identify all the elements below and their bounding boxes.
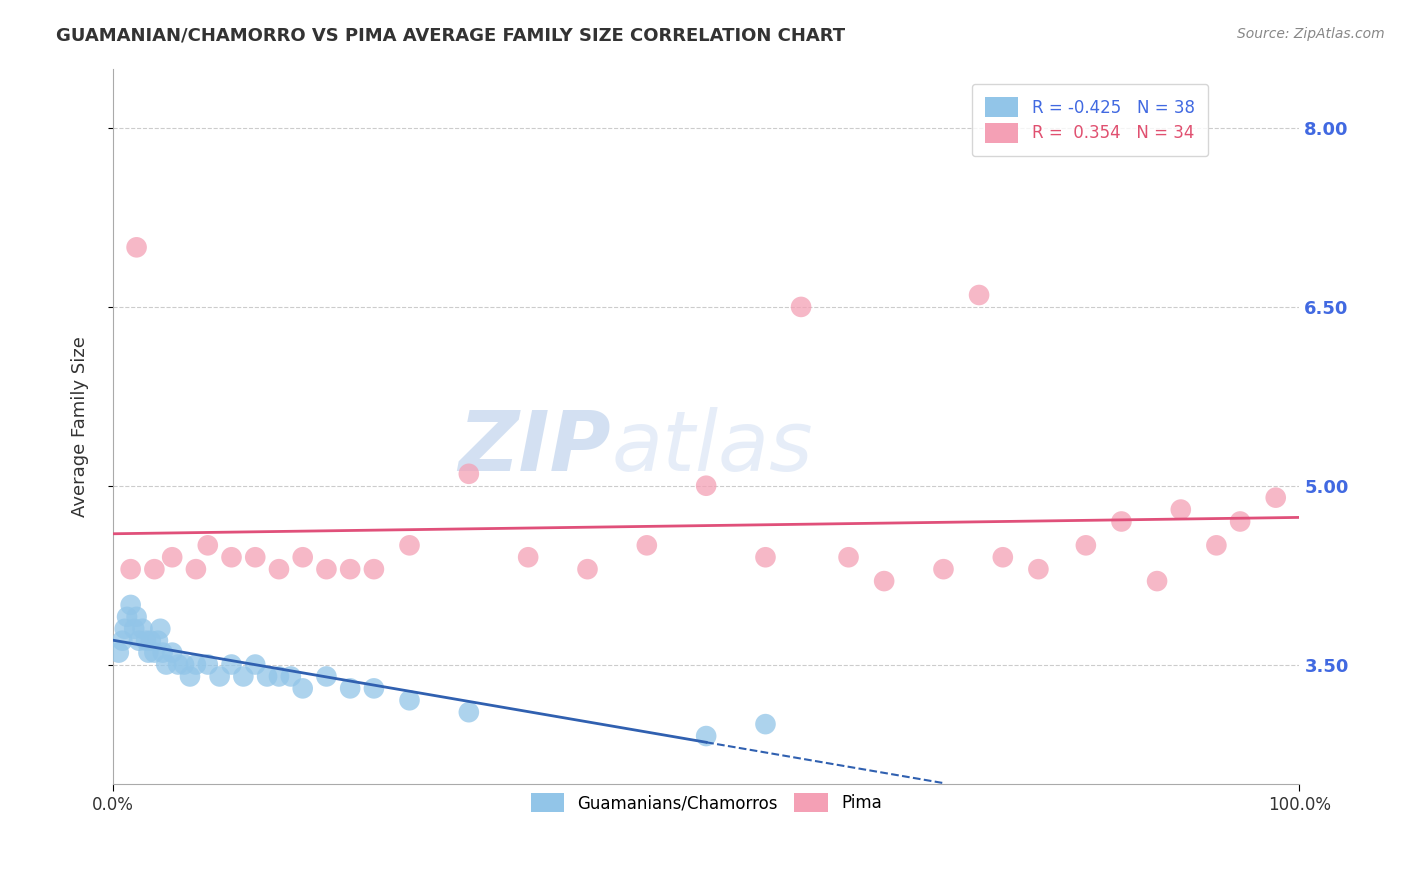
Point <box>1205 538 1227 552</box>
Point <box>315 669 337 683</box>
Point <box>636 538 658 552</box>
Point <box>232 669 254 683</box>
Point <box>991 550 1014 565</box>
Point <box>280 669 302 683</box>
Text: Source: ZipAtlas.com: Source: ZipAtlas.com <box>1237 27 1385 41</box>
Text: GUAMANIAN/CHAMORRO VS PIMA AVERAGE FAMILY SIZE CORRELATION CHART: GUAMANIAN/CHAMORRO VS PIMA AVERAGE FAMIL… <box>56 27 845 45</box>
Point <box>184 657 207 672</box>
Point <box>125 610 148 624</box>
Point <box>114 622 136 636</box>
Point <box>1074 538 1097 552</box>
Point <box>398 538 420 552</box>
Point <box>932 562 955 576</box>
Point <box>221 657 243 672</box>
Point <box>695 729 717 743</box>
Point <box>115 610 138 624</box>
Point <box>146 633 169 648</box>
Point <box>245 657 267 672</box>
Point <box>457 467 479 481</box>
Point <box>208 669 231 683</box>
Point <box>143 562 166 576</box>
Point <box>838 550 860 565</box>
Point <box>245 550 267 565</box>
Point <box>120 598 142 612</box>
Point <box>197 538 219 552</box>
Point <box>111 633 134 648</box>
Point <box>576 562 599 576</box>
Point <box>457 705 479 719</box>
Point <box>1146 574 1168 588</box>
Point <box>221 550 243 565</box>
Point <box>139 633 162 648</box>
Point <box>197 657 219 672</box>
Point <box>138 646 160 660</box>
Point <box>143 646 166 660</box>
Point <box>517 550 540 565</box>
Point <box>149 622 172 636</box>
Point <box>339 562 361 576</box>
Text: atlas: atlas <box>612 407 813 488</box>
Point <box>120 562 142 576</box>
Point <box>152 646 174 660</box>
Point <box>363 681 385 696</box>
Y-axis label: Average Family Size: Average Family Size <box>72 335 89 516</box>
Point <box>291 681 314 696</box>
Point <box>695 479 717 493</box>
Point <box>1229 515 1251 529</box>
Point <box>267 669 290 683</box>
Point <box>160 646 183 660</box>
Point <box>160 550 183 565</box>
Point <box>131 622 153 636</box>
Text: ZIP: ZIP <box>458 407 612 488</box>
Point <box>135 633 157 648</box>
Point <box>256 669 278 683</box>
Point <box>179 669 201 683</box>
Point <box>967 288 990 302</box>
Point <box>122 622 145 636</box>
Point <box>267 562 290 576</box>
Point <box>184 562 207 576</box>
Point <box>363 562 385 576</box>
Point <box>128 633 150 648</box>
Point <box>107 646 129 660</box>
Point <box>125 240 148 254</box>
Point <box>291 550 314 565</box>
Point <box>790 300 813 314</box>
Point <box>1111 515 1133 529</box>
Point <box>754 550 776 565</box>
Point <box>1170 502 1192 516</box>
Point <box>754 717 776 731</box>
Legend: Guamanians/Chamorros, Pima: Guamanians/Chamorros, Pima <box>517 780 896 825</box>
Point <box>873 574 896 588</box>
Point <box>339 681 361 696</box>
Point <box>167 657 190 672</box>
Point <box>1028 562 1050 576</box>
Point <box>173 657 195 672</box>
Point <box>398 693 420 707</box>
Point <box>315 562 337 576</box>
Point <box>155 657 177 672</box>
Point <box>1264 491 1286 505</box>
